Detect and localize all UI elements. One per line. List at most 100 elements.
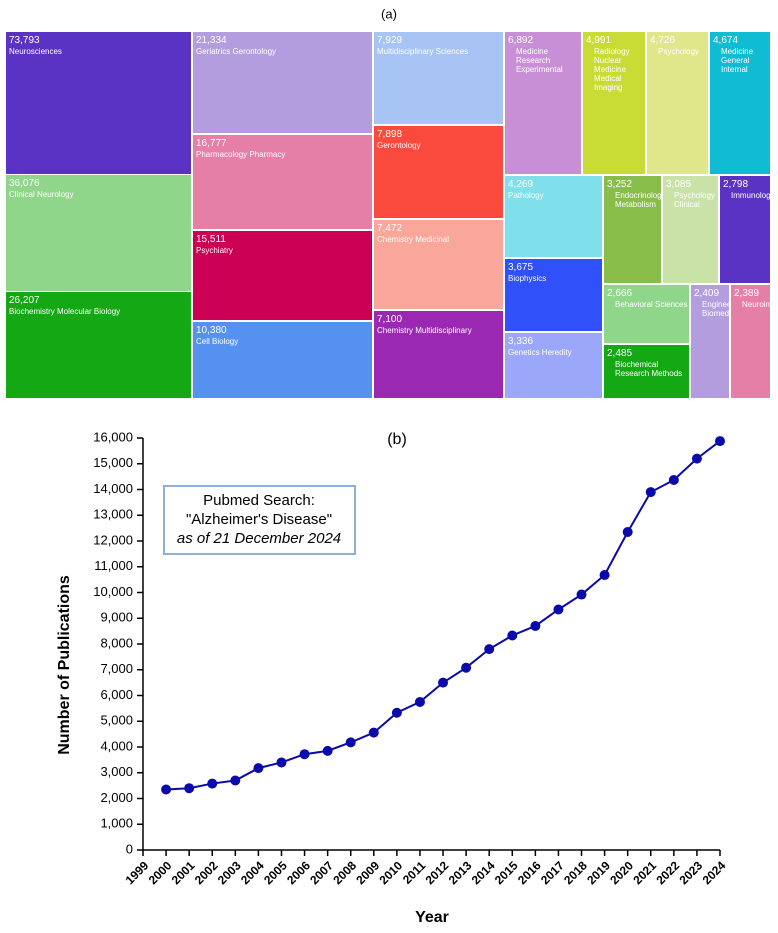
x-tick-label: 2010 — [376, 858, 405, 887]
treemap-tile — [720, 176, 770, 283]
treemap-tile — [505, 333, 602, 398]
tile-value: 4,674 — [713, 35, 739, 46]
tile-name: Psychology Clinical — [674, 191, 715, 209]
tile-name: Medicine Research Experimental — [516, 47, 563, 74]
y-tick-label: 4,000 — [100, 738, 133, 753]
tile-value: 36,076 — [9, 178, 40, 189]
y-tick-label: 12,000 — [93, 532, 133, 547]
tile-value: 21,334 — [196, 35, 227, 46]
data-point — [530, 620, 541, 631]
tile-value: 7,898 — [377, 129, 403, 140]
tile-label: 3,085 Psychology Clinical — [663, 176, 718, 283]
tile-label: 4,991 Radiology Nuclear Medicine Medical … — [583, 32, 645, 174]
tile-label: 3,675 Biophysics — [505, 259, 602, 331]
treemap-tile — [604, 285, 689, 343]
tile-value: 3,085 — [666, 179, 692, 190]
y-tick-label: 1,000 — [100, 816, 133, 831]
treemap-tile — [604, 176, 661, 283]
tile-label: 73,793 Neurosciences — [6, 32, 191, 174]
tile-label-box: 2,409Engineering Biomedical — [691, 285, 729, 398]
data-point — [299, 749, 310, 760]
x-tick-label: 2023 — [677, 858, 706, 887]
tile-name: Chemistry Multidisciplinary — [377, 326, 472, 335]
data-point — [622, 526, 633, 537]
treemap-tile — [193, 32, 372, 133]
tile-label: 2,666 Behavioral Sciences — [604, 285, 689, 343]
tile-value: 2,666 — [607, 288, 633, 299]
tile-name: Genetics Heredity — [508, 348, 572, 357]
treemap-tile — [6, 292, 191, 398]
data-point — [691, 453, 702, 464]
data-point — [322, 745, 333, 756]
x-tick-label: 2001 — [169, 858, 198, 887]
y-tick-label: 2,000 — [100, 790, 133, 805]
y-tick-label: 13,000 — [93, 507, 133, 522]
x-tick-label: 2020 — [607, 858, 636, 887]
tile-label: 2,409Engineering Biomedical — [691, 285, 729, 398]
tile-label: 16,777 Pharmacology Pharmacy — [193, 135, 372, 229]
tile-value: 3,252 — [607, 179, 633, 190]
x-tick-label: 2017 — [538, 858, 567, 887]
tile-label: 21,334 Geriatrics Gerontology — [193, 32, 372, 133]
tile-value: 4,991 — [586, 35, 612, 46]
tile-label: 4,674 Medicine General Internal — [710, 32, 770, 174]
tile-label: 7,472 Chemistry Medicinal — [374, 220, 503, 309]
tile-name: Psychology — [658, 47, 699, 56]
tile-value: 15,511 — [196, 234, 226, 245]
tile-label: 2,798Immunology — [720, 176, 770, 283]
x-tick-label: 2006 — [284, 858, 313, 887]
data-point — [438, 677, 449, 688]
tile-name: Engineering Biomedical — [702, 300, 729, 318]
treemap-tile — [647, 32, 708, 174]
treemap-tile — [505, 32, 581, 174]
x-tick-label: 2008 — [330, 858, 359, 887]
data-point — [507, 630, 518, 641]
x-tick-label: 2012 — [423, 858, 452, 887]
tile-value: 26,207 — [9, 295, 40, 306]
tile-name: Behavioral Sciences — [615, 300, 688, 309]
tile-value: 73,793 — [9, 35, 40, 46]
y-tick-label: 11,000 — [94, 558, 133, 573]
data-point — [414, 696, 425, 707]
tile-value: 2,389 — [734, 288, 760, 299]
y-tick-label: 16,000 — [93, 429, 133, 444]
y-tick-label: 6,000 — [100, 687, 133, 702]
y-tick-label: 15,000 — [93, 455, 133, 470]
tile-name: Radiology Nuclear Medicine Medical Imagi… — [594, 47, 630, 92]
tile-label: 4,726 Psychology — [647, 32, 708, 174]
tile-value: 10,380 — [196, 325, 227, 336]
tile-value: 2,798 — [723, 179, 749, 190]
x-tick-label: 2024 — [700, 858, 729, 887]
data-point — [161, 784, 172, 795]
tile-name: Immunology — [731, 191, 770, 200]
treemap-tile — [374, 126, 503, 218]
tile-label: 26,207 Biochemistry Molecular Biology — [6, 292, 191, 398]
annotation-text: "Alzheimer's Disease" — [186, 511, 332, 528]
y-tick-label: 10,000 — [93, 584, 133, 599]
x-tick-label: 2018 — [561, 858, 590, 887]
data-point — [368, 727, 379, 738]
y-axis-label: Number of Publications — [56, 575, 73, 755]
treemap-tile — [374, 32, 503, 124]
tile-name: Gerontology — [377, 141, 421, 150]
tile-label: 6,892 Medicine Research Experimental — [505, 32, 581, 174]
treemap-tile — [604, 345, 689, 398]
annotation-text: as of 21 December 2024 — [177, 530, 341, 547]
tile-value: 7,929 — [377, 35, 403, 46]
